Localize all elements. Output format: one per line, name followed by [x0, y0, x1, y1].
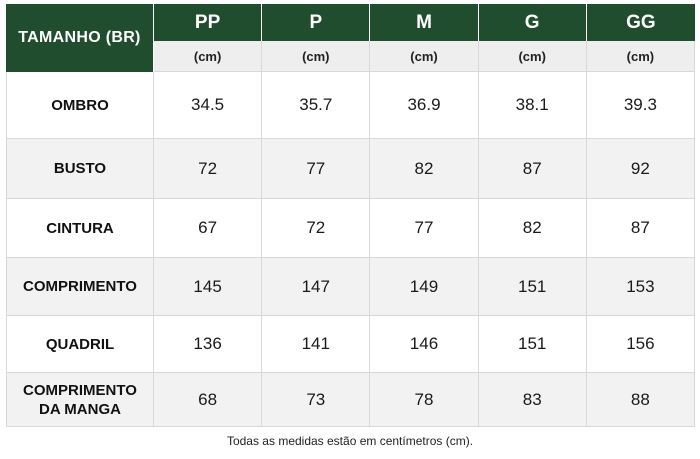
- table-cell: 73: [262, 373, 371, 427]
- table-cell: 156: [586, 316, 695, 373]
- size-header-m: M: [370, 4, 479, 41]
- table-cell: 82: [370, 139, 479, 199]
- table-cell: 36.9: [370, 72, 479, 139]
- size-header-g: G: [478, 4, 587, 41]
- table-cell: 141: [262, 316, 371, 373]
- table-cell: 82: [478, 199, 587, 258]
- table-cell: 147: [262, 258, 371, 316]
- size-header-p: P: [262, 4, 371, 41]
- table-cell: 153: [586, 258, 695, 316]
- unit-label: (cm): [586, 41, 695, 72]
- table-cell: 68: [154, 373, 263, 427]
- table-cell: 149: [370, 258, 479, 316]
- size-header-gg: GG: [586, 4, 695, 41]
- table-cell: 78: [370, 373, 479, 427]
- table-cell: 151: [478, 316, 587, 373]
- unit-label: (cm): [262, 41, 371, 72]
- row-label-ombro: OMBRO: [6, 72, 154, 139]
- row-label-busto: BUSTO: [6, 139, 154, 199]
- table-cell: 83: [478, 373, 587, 427]
- table-cell: 72: [154, 139, 263, 199]
- table-cell: 136: [154, 316, 263, 373]
- row-label-quadril: QUADRIL: [6, 316, 154, 373]
- table-cell: 38.1: [478, 72, 587, 139]
- table-cell: 67: [154, 199, 263, 258]
- size-header-pp: PP: [154, 4, 263, 41]
- unit-label: (cm): [154, 41, 263, 72]
- table-cell: 35.7: [262, 72, 371, 139]
- table-cell: 92: [586, 139, 695, 199]
- unit-label: (cm): [370, 41, 479, 72]
- row-label-cintura: CINTURA: [6, 199, 154, 258]
- row-label-comprimento: COMPRIMENTO: [6, 258, 154, 316]
- table-cell: 39.3: [586, 72, 695, 139]
- table-title: TAMANHO (BR): [6, 4, 154, 72]
- table-cell: 145: [154, 258, 263, 316]
- row-label-comprimento-da-manga: COMPRIMENTO DA MANGA: [6, 373, 154, 427]
- table-cell: 88: [586, 373, 695, 427]
- size-chart-table: TAMANHO (BR) PP P M G GG (cm) (cm) (cm) …: [6, 4, 695, 427]
- unit-label: (cm): [478, 41, 587, 72]
- table-cell: 34.5: [154, 72, 263, 139]
- table-cell: 77: [370, 199, 479, 258]
- table-cell: 151: [478, 258, 587, 316]
- table-cell: 87: [586, 199, 695, 258]
- table-cell: 72: [262, 199, 371, 258]
- table-cell: 87: [478, 139, 587, 199]
- footnote: Todas as medidas estão em centímetros (c…: [226, 434, 474, 448]
- table-cell: 146: [370, 316, 479, 373]
- table-cell: 77: [262, 139, 371, 199]
